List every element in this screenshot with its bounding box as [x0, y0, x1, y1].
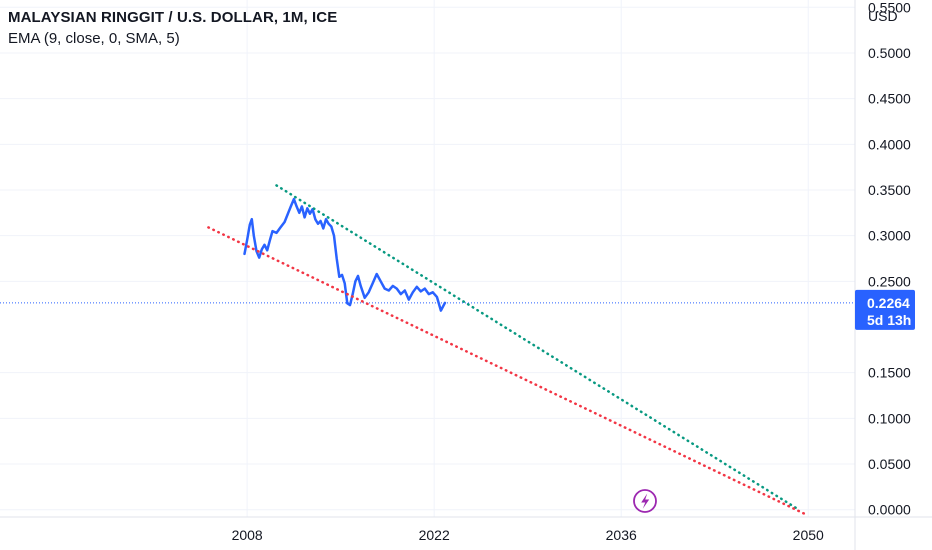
price-series-line [243, 197, 447, 312]
indicator-label[interactable]: EMA (9, close, 0, SMA, 5) [8, 30, 180, 47]
lower-trendline [207, 226, 807, 516]
last-price-label: 0.2264 [867, 295, 910, 311]
price-badge-bg [855, 289, 915, 330]
chart-legend: MALAYSIAN RINGGIT / U.S. DOLLAR, 1M, ICE… [8, 8, 337, 50]
x-tick-label: 2036 [606, 527, 637, 543]
x-tick-label: 2008 [232, 527, 263, 543]
y-tick-label: 0.5500 [868, 0, 911, 15]
upper-trendline [275, 184, 801, 511]
y-tick-label: 0.4000 [868, 136, 911, 152]
y-tick-label: 0.2500 [868, 273, 911, 289]
y-tick-label: 0.0500 [868, 456, 911, 472]
grid-layer [0, 0, 855, 517]
event-marker[interactable] [633, 489, 657, 513]
y-tick-label: 0.1000 [868, 410, 911, 426]
x-tick-label: 2022 [419, 527, 450, 543]
symbol-title[interactable]: MALAYSIAN RINGGIT / U.S. DOLLAR, 1M, ICE [8, 9, 338, 26]
y-tick-label: 0.3500 [868, 182, 911, 198]
currency-label: USD [868, 8, 898, 24]
lightning-icon[interactable] [641, 493, 650, 509]
y-tick-label: 0.4500 [868, 91, 911, 107]
last-price-badge: 0.2264 5d 13h [855, 289, 915, 330]
y-tick-label: 0.0000 [868, 502, 911, 518]
countdown-label: 5d 13h [867, 312, 911, 328]
y-tick-label: 0.3000 [868, 228, 911, 244]
y-tick-label: 0.5000 [868, 45, 911, 61]
x-tick-label: 2050 [793, 527, 824, 543]
y-tick-label: 0.1500 [868, 365, 911, 381]
series-layer [0, 184, 855, 516]
